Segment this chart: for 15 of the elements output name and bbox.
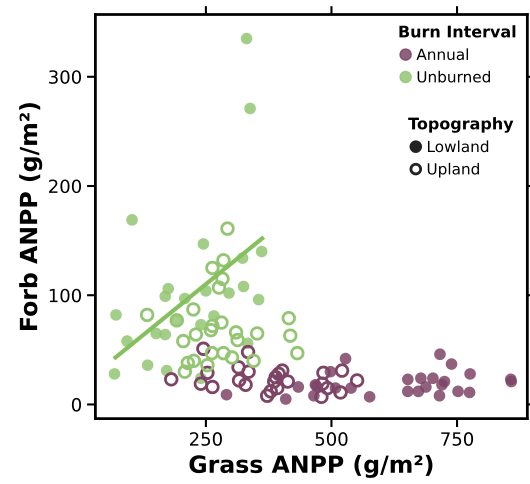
annotation: Topography [408,117,514,133]
legend-label: Unburned [418,70,490,83]
x-tick-label: 750 [441,432,474,446]
annotation: Upland [428,162,479,178]
x-tick-label: 250 [190,432,222,446]
y-tick-label: 200 [49,179,82,194]
y-tick-label: 300 [49,70,82,84]
y-tick-label: 100 [50,288,82,302]
annotation: Lowland [428,140,488,152]
legend-title: Burn Interval [399,25,516,38]
x-axis-title: Grass ANPP (g/m²) [189,454,432,478]
x-tick-label: 500 [316,432,348,446]
legend-label: Annual [416,48,468,60]
y-axis-title: Forb ANPP (g/m²) [19,103,42,330]
y-tick-label: 0 [72,398,82,412]
